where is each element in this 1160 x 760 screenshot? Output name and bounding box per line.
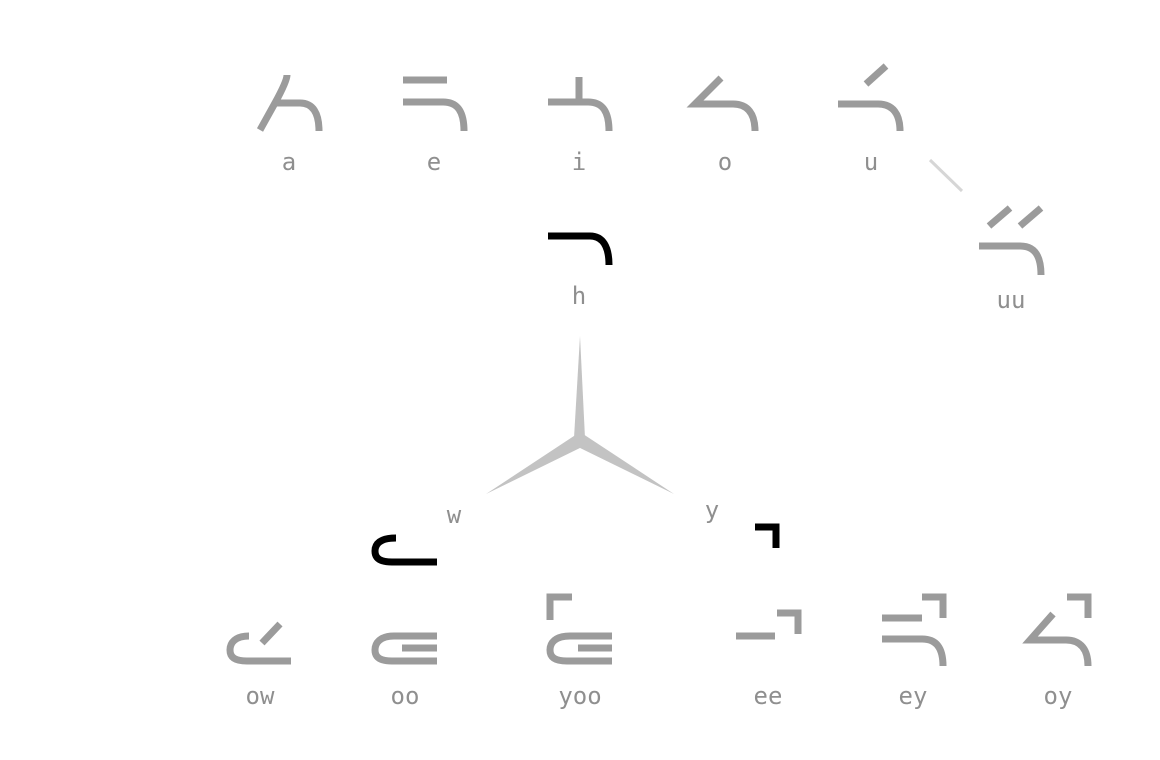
- label-a: a: [282, 148, 296, 176]
- vowel-u[interactable]: u: [838, 63, 904, 176]
- spoke-y: [576, 432, 674, 494]
- vowel-o[interactable]: o: [686, 75, 759, 176]
- glyph-u: [838, 63, 904, 132]
- label-e: e: [427, 148, 441, 176]
- label-ow: ow: [246, 682, 275, 710]
- vowel-ee[interactable]: ee: [736, 609, 802, 710]
- label-ey: ey: [899, 682, 928, 710]
- glyph-oy: [1022, 593, 1092, 667]
- vowel-i[interactable]: i: [548, 77, 613, 176]
- label-u: u: [864, 148, 878, 176]
- glyph-yoo: [546, 593, 612, 665]
- glyph-ey: [882, 593, 947, 667]
- label-i: i: [572, 148, 586, 176]
- vowel-ow[interactable]: ow: [226, 621, 291, 710]
- glyph-o: [686, 75, 759, 132]
- glyph-y-active[interactable]: [755, 523, 780, 548]
- glyph-ee: [736, 609, 802, 640]
- tri-spoke: [486, 336, 674, 494]
- label-w: w: [447, 501, 462, 529]
- glyph-oo: [371, 632, 437, 665]
- label-o: o: [718, 148, 732, 176]
- label-y: y: [705, 496, 719, 524]
- vowel-yoo[interactable]: yoo: [546, 593, 612, 710]
- glyph-a: [256, 74, 323, 132]
- vowel-oy[interactable]: oy: [1022, 593, 1092, 710]
- label-ee: ee: [754, 682, 783, 710]
- label-h: h: [572, 282, 586, 310]
- vowel-ey[interactable]: ey: [882, 593, 947, 710]
- glyph-i: [548, 77, 613, 132]
- consonant-h[interactable]: h: [548, 232, 613, 310]
- label-oo: oo: [391, 682, 420, 710]
- vowel-a[interactable]: a: [256, 74, 323, 176]
- u-uu-connector: [928, 158, 964, 193]
- glyph-e: [403, 76, 468, 132]
- vowel-oo[interactable]: oo: [371, 632, 437, 710]
- spoke-up: [574, 336, 585, 438]
- glyph-h: [548, 232, 613, 266]
- glyph-ow: [226, 621, 291, 665]
- glyph-w-active[interactable]: [371, 534, 437, 566]
- label-oy: oy: [1044, 682, 1073, 710]
- spoke-w: [486, 432, 584, 494]
- vowel-e[interactable]: e: [403, 76, 468, 176]
- vowel-uu[interactable]: uu: [979, 205, 1045, 314]
- label-uu: uu: [997, 286, 1026, 314]
- label-yoo: yoo: [558, 682, 601, 710]
- glyph-uu: [979, 205, 1045, 276]
